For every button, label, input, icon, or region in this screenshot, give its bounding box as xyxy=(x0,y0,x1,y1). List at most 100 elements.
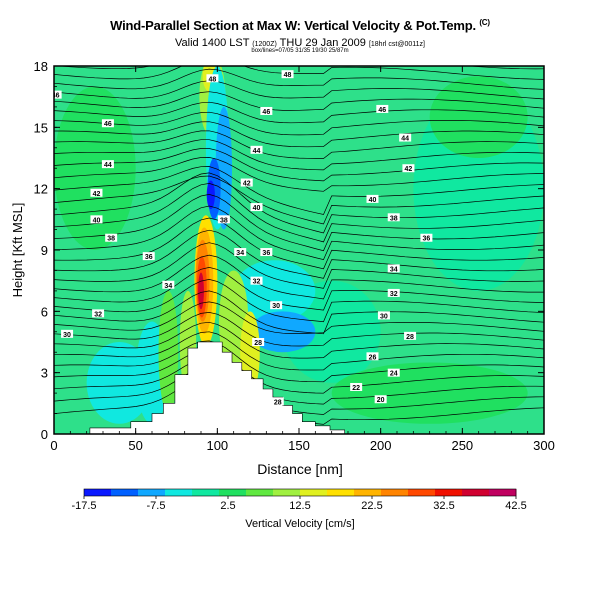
y-tick-label: 3 xyxy=(41,366,48,381)
colorbar-swatch xyxy=(165,489,193,496)
contour-label: 44 xyxy=(104,162,112,169)
colorbar-tick-label: -7.5 xyxy=(147,500,166,512)
contour-label-box xyxy=(240,178,253,187)
contour-label-box xyxy=(366,352,379,361)
contour-label-box xyxy=(271,397,284,406)
theta-contour-line xyxy=(54,279,544,323)
theta-contour-line xyxy=(54,101,544,124)
contour-label: 34 xyxy=(164,283,172,290)
y-tick-label: 12 xyxy=(34,182,48,197)
colorbar-swatch xyxy=(435,489,463,496)
contour-label: 32 xyxy=(94,311,102,318)
contour-label: 22 xyxy=(352,385,360,392)
field-cell xyxy=(86,342,152,424)
theta-contour-line xyxy=(54,194,544,252)
colorbar-swatch xyxy=(273,489,301,496)
terrain xyxy=(54,341,544,434)
contour-label: 28 xyxy=(406,334,414,341)
y-tick-label: 9 xyxy=(41,243,48,258)
colorbar: -17.5 -7.5 2.5 12.5 22.5 32.5 42.5 xyxy=(71,488,527,512)
contour-label: 46 xyxy=(378,107,386,114)
contour-label: 48 xyxy=(209,76,217,83)
contour-label: 40 xyxy=(93,217,101,224)
theta-contour-line xyxy=(54,148,544,182)
contour-label-box xyxy=(377,311,390,320)
contour-label-box xyxy=(54,90,62,99)
contour-label-box xyxy=(142,252,155,261)
contour-label-box xyxy=(387,368,400,377)
contour-label: 28 xyxy=(274,399,282,406)
contour-label: 42 xyxy=(93,191,101,198)
chart-title-mark: (C) xyxy=(479,18,490,27)
contour-label: 46 xyxy=(262,109,270,116)
y-tick-label: 0 xyxy=(41,427,48,442)
valid-line: Valid 1400 LST xyxy=(175,37,250,49)
colorbar-swatch xyxy=(462,489,490,496)
theta-contour-line xyxy=(54,367,544,415)
valid-forecast: [18hrl cst@0011z] xyxy=(368,41,425,48)
chart-title: Wind-Parallel Section at Max W: Vertical… xyxy=(0,18,600,33)
contour-label: 28 xyxy=(254,340,262,347)
contour-label: 46 xyxy=(104,121,112,128)
contour-labels: 46 48 48 46 46 46 44 44 44 42 42 42 40 40 40 38 38 38 36 36… xyxy=(52,70,433,406)
colorbar-swatch xyxy=(138,489,166,496)
contour-label-box xyxy=(387,213,400,222)
theta-contour-line xyxy=(54,80,544,100)
colorbar-swatch xyxy=(219,489,247,496)
contour-label: 44 xyxy=(401,136,409,143)
contour-label: 36 xyxy=(423,236,431,243)
colorbar-swatch xyxy=(84,489,112,496)
contour-label-box xyxy=(101,160,114,169)
theta-contour-line xyxy=(54,183,544,243)
colorbar-swatch xyxy=(354,489,382,496)
contour-label: 20 xyxy=(377,397,385,404)
colorbar-tick-label: 42.5 xyxy=(505,500,526,512)
colorbar-swatch xyxy=(327,489,355,496)
contour-label: 32 xyxy=(253,279,261,286)
contour-label-box xyxy=(350,382,363,391)
chart-subtitle: Valid 1400 LST (1200Z) THU 29 Jan 2009 [… xyxy=(0,37,600,49)
colorbar-tick-label: 32.5 xyxy=(433,500,454,512)
contour-label-box xyxy=(420,233,433,242)
contour-label-box xyxy=(402,164,415,173)
y-tick-label: 6 xyxy=(41,304,48,319)
contour-label-box xyxy=(61,329,74,338)
valid-utc: (1200Z) xyxy=(252,41,277,48)
theta-contour-line xyxy=(54,217,544,270)
y-tick-label: 18 xyxy=(34,59,48,74)
colorbar-swatch xyxy=(246,489,274,496)
contour-label-box xyxy=(260,248,273,257)
contour-label-box xyxy=(217,215,230,224)
contour-label: 46 xyxy=(52,93,60,100)
contour-label-box xyxy=(399,133,412,142)
contour-label: 38 xyxy=(390,215,398,222)
colorbar-tick-label: 22.5 xyxy=(361,500,382,512)
chart-title-text: Wind-Parallel Section at Max W: Vertical… xyxy=(110,18,476,33)
x-tick-label: 50 xyxy=(128,438,142,453)
x-tick-label: 200 xyxy=(370,438,392,453)
contour-label-box xyxy=(105,233,118,242)
contour-label: 34 xyxy=(236,250,244,257)
contour-label: 38 xyxy=(220,217,228,224)
info-line: box/lines=07/05 31/35 19/30 25/87m xyxy=(251,48,349,54)
contour-label: 36 xyxy=(262,250,270,257)
x-tick-label: 150 xyxy=(288,438,310,453)
contour-label: 34 xyxy=(390,266,398,273)
theta-contours xyxy=(54,66,544,425)
theta-contour-line xyxy=(54,301,544,334)
contour-label-box xyxy=(162,280,175,289)
contour-label: 32 xyxy=(390,291,398,298)
contour-label-box xyxy=(374,395,387,404)
x-tick-label: 0 xyxy=(50,438,57,453)
theta-contour-line xyxy=(54,312,544,347)
contour-label-box xyxy=(387,288,400,297)
y-tick-label: 15 xyxy=(34,120,48,135)
contour-label-box xyxy=(366,194,379,203)
theta-contour-line xyxy=(54,290,544,335)
contour-label: 42 xyxy=(243,181,251,188)
theta-contour-line xyxy=(54,130,544,159)
x-axis-label: Distance [nm] xyxy=(257,461,343,477)
theta-contour-line xyxy=(54,205,544,261)
